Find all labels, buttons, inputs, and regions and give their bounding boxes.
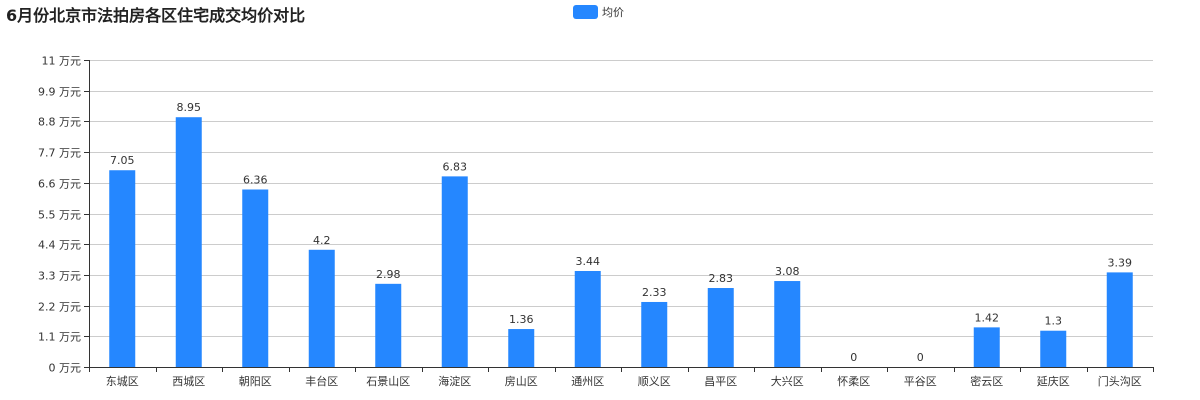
legend-swatch <box>573 5 598 19</box>
bar[interactable] <box>375 283 402 367</box>
data-label: 0 <box>850 351 857 364</box>
y-tick-label: 3.3 万元 <box>38 270 81 283</box>
x-tick-label: 海淀区 <box>438 374 471 388</box>
y-tick-label: 7.7 万元 <box>38 147 81 160</box>
y-tick-label: 11 万元 <box>42 55 82 68</box>
bar[interactable] <box>774 281 801 367</box>
bar[interactable] <box>109 170 136 367</box>
bar[interactable] <box>574 270 601 367</box>
x-tick-label: 昌平区 <box>704 375 737 388</box>
y-tick-label: 5.5 万元 <box>38 209 81 222</box>
x-tick-label: 丰台区 <box>305 374 338 388</box>
y-tick-label: 0 万元 <box>49 362 82 375</box>
data-label: 3.08 <box>775 265 800 278</box>
bar[interactable] <box>707 288 734 367</box>
bar[interactable] <box>175 117 202 367</box>
y-tick-label: 2.2 万元 <box>38 301 81 314</box>
bar[interactable] <box>308 249 335 367</box>
data-label: 1.3 <box>1045 315 1063 328</box>
data-label: 6.83 <box>443 160 468 173</box>
bar[interactable] <box>508 329 535 367</box>
bar[interactable] <box>1106 272 1133 367</box>
x-tick-label: 石景山区 <box>366 375 410 388</box>
data-label: 3.44 <box>576 255 601 268</box>
x-tick-label: 通州区 <box>571 375 604 388</box>
bar[interactable] <box>242 189 269 367</box>
data-label: 2.98 <box>376 268 401 281</box>
y-tick-label: 6.6 万元 <box>38 178 81 191</box>
y-tick-label: 4.4 万元 <box>38 239 81 252</box>
data-label: 1.42 <box>975 311 1000 324</box>
bar[interactable] <box>641 301 668 367</box>
y-tick-label: 8.8 万元 <box>38 116 81 129</box>
bar[interactable] <box>1040 330 1067 367</box>
chart-title: 6月份北京市法拍房各区住宅成交均价对比 <box>6 6 306 25</box>
data-label: 6.36 <box>243 173 268 186</box>
data-label: 0 <box>917 351 924 364</box>
x-tick-label: 西城区 <box>172 375 205 388</box>
data-label: 8.95 <box>177 101 202 114</box>
x-tick-label: 朝阳区 <box>239 375 272 388</box>
x-tick-label: 密云区 <box>970 374 1003 388</box>
legend[interactable]: 均价 <box>573 4 624 20</box>
x-tick-label: 顺义区 <box>638 375 671 388</box>
x-tick-label: 平谷区 <box>904 375 937 388</box>
bar[interactable] <box>973 327 1000 367</box>
x-tick-label: 房山区 <box>505 375 538 388</box>
data-label: 1.36 <box>509 313 534 326</box>
data-label: 7.05 <box>110 154 135 167</box>
bar[interactable] <box>441 176 468 367</box>
legend-label: 均价 <box>602 6 624 19</box>
y-tick-label: 9.9 万元 <box>38 86 81 99</box>
x-tick-label: 东城区 <box>106 375 139 388</box>
x-tick-label: 大兴区 <box>771 374 804 388</box>
x-tick-label: 延庆区 <box>1037 374 1070 388</box>
data-label: 2.83 <box>709 272 734 285</box>
data-label: 3.39 <box>1108 256 1133 269</box>
data-label: 2.33 <box>642 286 667 299</box>
x-tick-label: 门头沟区 <box>1098 374 1142 388</box>
x-tick-label: 怀柔区 <box>837 375 870 388</box>
data-label: 4.2 <box>313 234 331 247</box>
y-tick-label: 1.1 万元 <box>38 331 81 344</box>
